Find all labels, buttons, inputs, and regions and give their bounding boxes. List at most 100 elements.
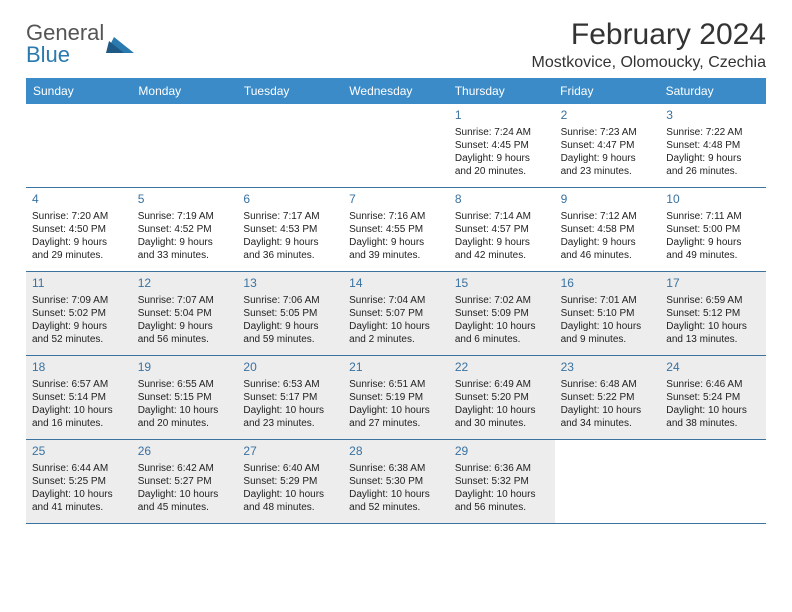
day-header: Sunday [27,79,132,103]
cell-info: and 46 minutes. [561,249,655,262]
day-number: 11 [32,276,126,292]
day-number: 5 [138,192,232,208]
cell-info: Daylight: 9 hours [455,236,549,249]
cell-info: Sunrise: 6:49 AM [455,378,549,391]
cell-info: Sunset: 5:20 PM [455,391,549,404]
calendar-header-row: SundayMondayTuesdayWednesdayThursdayFrid… [26,78,766,104]
cell-info: Sunset: 5:05 PM [243,307,337,320]
cell-info: Sunrise: 6:42 AM [138,462,232,475]
calendar-cell: 6Sunrise: 7:17 AMSunset: 4:53 PMDaylight… [237,188,343,272]
cell-info: Sunrise: 6:46 AM [666,378,760,391]
cell-info: Daylight: 10 hours [455,404,549,417]
calendar-cell: 15Sunrise: 7:02 AMSunset: 5:09 PMDayligh… [449,272,555,356]
location-text: Mostkovice, Olomoucky, Czechia [532,54,766,72]
calendar-cell: 11Sunrise: 7:09 AMSunset: 5:02 PMDayligh… [26,272,132,356]
day-number: 12 [138,276,232,292]
calendar-cell [132,104,238,188]
day-number: 15 [455,276,549,292]
cell-info: and 16 minutes. [32,417,126,430]
cell-info: Sunset: 4:58 PM [561,223,655,236]
cell-info: Sunrise: 7:16 AM [349,210,443,223]
cell-info: Daylight: 10 hours [455,320,549,333]
cell-info: and 52 minutes. [32,333,126,346]
cell-info: Daylight: 9 hours [561,236,655,249]
calendar-cell: 2Sunrise: 7:23 AMSunset: 4:47 PMDaylight… [555,104,661,188]
cell-info: and 33 minutes. [138,249,232,262]
cell-info: Sunset: 5:17 PM [243,391,337,404]
cell-info: Sunrise: 6:48 AM [561,378,655,391]
day-header: Thursday [449,79,554,103]
cell-info: and 20 minutes. [455,165,549,178]
cell-info: and 52 minutes. [349,501,443,514]
cell-info: Daylight: 10 hours [138,488,232,501]
calendar-cell: 19Sunrise: 6:55 AMSunset: 5:15 PMDayligh… [132,356,238,440]
cell-info: Sunset: 4:47 PM [561,139,655,152]
calendar-cell: 24Sunrise: 6:46 AMSunset: 5:24 PMDayligh… [660,356,766,440]
cell-info: and 38 minutes. [666,417,760,430]
cell-info: Sunrise: 6:53 AM [243,378,337,391]
calendar-cell: 18Sunrise: 6:57 AMSunset: 5:14 PMDayligh… [26,356,132,440]
cell-info: Sunrise: 7:24 AM [455,126,549,139]
logo-line1: General [26,22,104,44]
cell-info: Sunset: 4:53 PM [243,223,337,236]
cell-info: Daylight: 10 hours [666,404,760,417]
day-number: 22 [455,360,549,376]
cell-info: and 56 minutes. [455,501,549,514]
calendar-cell: 10Sunrise: 7:11 AMSunset: 5:00 PMDayligh… [660,188,766,272]
calendar-cell: 8Sunrise: 7:14 AMSunset: 4:57 PMDaylight… [449,188,555,272]
day-header: Monday [132,79,237,103]
calendar-cell: 5Sunrise: 7:19 AMSunset: 4:52 PMDaylight… [132,188,238,272]
calendar-body: 1 Sunrise: 7:24 AMSunset: 4:45 PM Daylight… [26,104,766,524]
cell-info: Daylight: 10 hours [349,404,443,417]
calendar-cell: 21Sunrise: 6:51 AMSunset: 5:19 PMDayligh… [343,356,449,440]
cell-info: Sunrise: 6:51 AM [349,378,443,391]
day-number: 19 [138,360,232,376]
cell-info: Sunset: 4:52 PM [138,223,232,236]
cell-info: Sunrise: 6:44 AM [32,462,126,475]
cell-info: Sunset: 5:27 PM [138,475,232,488]
calendar-cell: 25Sunrise: 6:44 AMSunset: 5:25 PMDayligh… [26,440,132,524]
cell-info: Sunset: 5:02 PM [32,307,126,320]
cell-info: Sunset: 5:12 PM [666,307,760,320]
cell-info: and 20 minutes. [138,417,232,430]
calendar-cell: 3Sunrise: 7:22 AMSunset: 4:48 PMDaylight… [660,104,766,188]
day-number: 25 [32,444,126,460]
cell-info: and 27 minutes. [349,417,443,430]
cell-info: Sunrise: 7:04 AM [349,294,443,307]
day-number: 7 [349,192,443,208]
day-number: 3 [666,108,760,124]
calendar-cell: 12Sunrise: 7:07 AMSunset: 5:04 PMDayligh… [132,272,238,356]
day-header: Saturday [660,79,765,103]
day-number: 8 [455,192,549,208]
cell-info: and 2 minutes. [349,333,443,346]
cell-info: Sunset: 4:45 PM [455,139,549,152]
cell-info: and 6 minutes. [455,333,549,346]
day-number: 2 [561,108,655,124]
day-number: 29 [455,444,549,460]
cell-info: Sunrise: 7:02 AM [455,294,549,307]
cell-info: Sunrise: 6:38 AM [349,462,443,475]
cell-info: and 45 minutes. [138,501,232,514]
cell-info: and 23 minutes. [243,417,337,430]
day-header: Wednesday [343,79,448,103]
day-number: 4 [32,192,126,208]
cell-info: Sunset: 5:10 PM [561,307,655,320]
day-number: 27 [243,444,337,460]
cell-info: Sunset: 5:15 PM [138,391,232,404]
cell-info: Sunset: 5:22 PM [561,391,655,404]
day-header: Tuesday [238,79,343,103]
calendar-cell: 26Sunrise: 6:42 AMSunset: 5:27 PMDayligh… [132,440,238,524]
cell-info: Sunrise: 7:23 AM [561,126,655,139]
calendar-cell [26,104,132,188]
calendar-cell: 14Sunrise: 7:04 AMSunset: 5:07 PMDayligh… [343,272,449,356]
cell-info: Daylight: 9 hours [138,236,232,249]
cell-info: and 23 minutes. [561,165,655,178]
cell-info: Sunset: 5:19 PM [349,391,443,404]
title-block: February 2024 Mostkovice, Olomoucky, Cze… [532,18,766,72]
day-number: 14 [349,276,443,292]
cell-info: Sunset: 5:07 PM [349,307,443,320]
cell-info: Sunset: 5:24 PM [666,391,760,404]
day-number: 9 [561,192,655,208]
day-number: 1 [455,108,549,124]
cell-info: Sunset: 4:55 PM [349,223,443,236]
